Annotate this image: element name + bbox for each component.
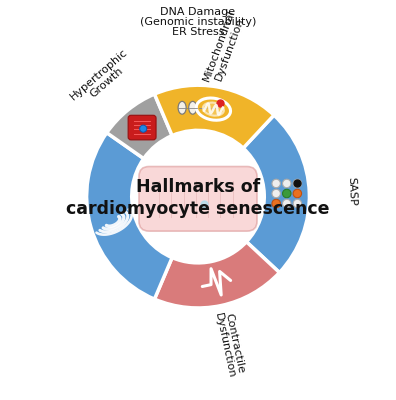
FancyBboxPatch shape <box>139 166 257 231</box>
Circle shape <box>272 179 280 188</box>
Ellipse shape <box>196 98 230 120</box>
Text: Mitochondrial
Dysfunction: Mitochondrial Dysfunction <box>202 8 247 87</box>
Ellipse shape <box>189 101 197 114</box>
Text: ER Stress: ER Stress <box>172 27 224 37</box>
Circle shape <box>272 189 280 198</box>
Wedge shape <box>154 242 280 308</box>
Circle shape <box>140 125 147 132</box>
Circle shape <box>282 189 291 198</box>
Wedge shape <box>87 133 172 299</box>
Text: Hallmarks of
cardiomyocyte senescence: Hallmarks of cardiomyocyte senescence <box>66 178 330 218</box>
Ellipse shape <box>203 102 224 116</box>
Ellipse shape <box>178 101 186 114</box>
Circle shape <box>282 179 291 188</box>
Circle shape <box>132 130 264 263</box>
Circle shape <box>293 199 302 208</box>
Circle shape <box>293 179 302 188</box>
Circle shape <box>282 199 291 208</box>
Ellipse shape <box>199 101 207 114</box>
Text: Contractile
Dysfunction: Contractile Dysfunction <box>212 310 247 380</box>
Circle shape <box>293 189 302 198</box>
Wedge shape <box>107 94 172 158</box>
Text: SASP: SASP <box>346 177 357 206</box>
Wedge shape <box>243 115 309 272</box>
Circle shape <box>272 199 280 208</box>
Wedge shape <box>122 85 274 148</box>
Ellipse shape <box>210 101 218 114</box>
Text: DNA Damage
(Genomic instability): DNA Damage (Genomic instability) <box>140 6 256 27</box>
Wedge shape <box>154 85 274 148</box>
Text: Hypertrophic
Growth: Hypertrophic Growth <box>69 47 137 110</box>
FancyBboxPatch shape <box>128 115 156 140</box>
